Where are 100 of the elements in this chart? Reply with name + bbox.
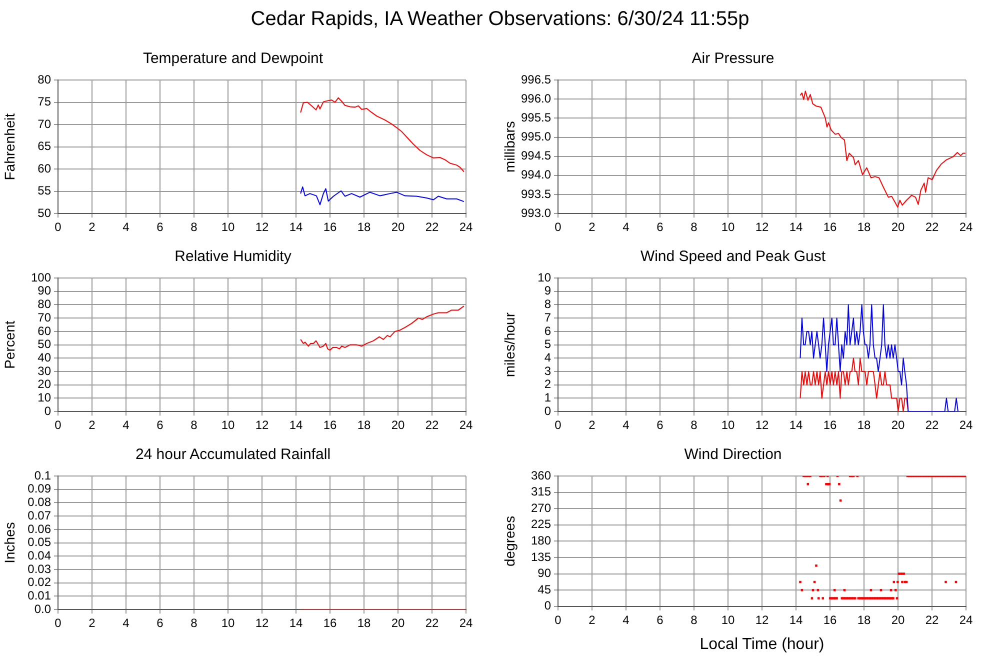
- y-tick-label: 7: [544, 310, 552, 324]
- x-tick-label: 14: [289, 220, 303, 234]
- y-tick-label: 50: [38, 337, 52, 352]
- y-tick-label: 0.01: [28, 588, 52, 603]
- x-tick-label: 12: [755, 220, 769, 234]
- x-tick-label: 4: [122, 418, 130, 432]
- x-tick-label: 4: [622, 418, 630, 432]
- y-tick-label: 30: [38, 364, 52, 378]
- x-tick-label: 24: [459, 616, 473, 630]
- y-tick-label: 6: [544, 324, 552, 338]
- x-tick-label: 24: [459, 220, 473, 234]
- x-tick-label: 20: [391, 616, 405, 630]
- x-tick-label: 14: [289, 418, 303, 432]
- x-tick-label: 20: [891, 220, 905, 234]
- x-tick-label: 4: [122, 220, 130, 234]
- x-tick-label: 20: [391, 418, 405, 432]
- x-tick-label: 6: [156, 418, 164, 432]
- y-axis-title: Percent: [1, 320, 18, 369]
- y-tick-label: 90: [538, 566, 552, 580]
- x-tick-label: 8: [690, 220, 698, 234]
- y-tick-label: 0.03: [28, 562, 52, 576]
- y-tick-label: 994.5: [520, 148, 552, 163]
- x-tick-label: 12: [255, 220, 269, 234]
- y-tick-label: 0.06: [28, 522, 52, 536]
- y-tick-label: 0.09: [28, 482, 52, 496]
- y-tick-label: 3: [544, 364, 552, 378]
- y-tick-label: 60: [38, 324, 52, 338]
- y-axis-title: millibars: [501, 121, 518, 172]
- y-tick-label: 45: [538, 582, 552, 596]
- y-tick-label: 70: [38, 310, 52, 324]
- x-tick-label: 2: [88, 616, 96, 630]
- x-tick-label: 2: [588, 220, 596, 234]
- x-tick-label: 8: [190, 418, 198, 432]
- x-tick-label: 18: [357, 418, 371, 432]
- x-tick-label: 0: [554, 220, 562, 234]
- chart-title: 24 hour Accumulated Rainfall: [135, 446, 331, 464]
- y-tick-label: 180: [530, 534, 552, 548]
- x-tick-label: 10: [221, 220, 235, 234]
- x-tick-label: 2: [88, 220, 96, 234]
- x-tick-label: 14: [789, 220, 803, 234]
- x-tick-label: 22: [925, 612, 939, 627]
- x-tick-label: 24: [959, 220, 973, 234]
- y-tick-label: 70: [38, 116, 52, 131]
- x-tick-label: 6: [156, 616, 164, 630]
- x-tick-label: 0: [54, 418, 62, 432]
- x-tick-label: 4: [122, 616, 130, 630]
- x-tick-label: 4: [622, 612, 630, 627]
- y-tick-label: 0.04: [28, 548, 52, 562]
- y-tick-label: 50: [38, 206, 52, 220]
- x-tick-label: 12: [755, 418, 769, 432]
- x-tick-label: 22: [425, 220, 439, 234]
- y-tick-label: 80: [38, 297, 52, 312]
- x-tick-label: 16: [323, 616, 337, 630]
- x-tick-label: 10: [721, 612, 735, 627]
- chart-title: Relative Humidity: [174, 248, 292, 266]
- x-tick-label: 2: [588, 612, 596, 627]
- y-tick-label: 0: [544, 598, 552, 613]
- x-tick-label: 8: [690, 418, 698, 432]
- chart-title: Air Pressure: [692, 50, 774, 68]
- x-tick-label: 16: [323, 418, 337, 432]
- y-tick-label: 993.5: [520, 186, 552, 201]
- x-tick-label: 16: [823, 220, 837, 234]
- x-tick-label: 0: [54, 220, 62, 234]
- y-tick-label: 995.0: [520, 130, 552, 144]
- y-axis-title: miles/hour: [501, 312, 518, 378]
- y-tick-label: 9: [544, 284, 552, 298]
- x-tick-label: 24: [959, 612, 973, 627]
- y-tick-label: 270: [530, 500, 552, 515]
- y-tick-label: 20: [38, 377, 52, 392]
- y-tick-label: 0.1: [34, 468, 52, 482]
- x-tick-label: 16: [823, 612, 837, 627]
- y-axis-title: degrees: [501, 516, 518, 566]
- y-tick-label: 315: [530, 484, 552, 499]
- x-tick-label: 18: [357, 220, 371, 234]
- x-tick-label: 8: [190, 220, 198, 234]
- x-tick-label: 14: [789, 418, 803, 432]
- y-tick-label: 40: [38, 350, 52, 364]
- x-tick-label: 24: [459, 418, 473, 432]
- x-tick-label: 10: [721, 418, 735, 432]
- y-tick-label: 996.0: [520, 91, 552, 106]
- x-tick-label: 14: [289, 616, 303, 630]
- y-tick-label: 100: [30, 270, 52, 284]
- y-tick-label: 4: [544, 350, 552, 364]
- y-tick-label: 0: [544, 404, 552, 418]
- x-tick-label: 0: [54, 616, 62, 630]
- x-tick-label: 0: [554, 612, 562, 627]
- chart-title: Wind Speed and Peak Gust: [640, 248, 826, 266]
- y-tick-label: 8: [544, 297, 552, 312]
- x-tick-label: 12: [755, 612, 769, 627]
- y-tick-label: 75: [38, 94, 52, 109]
- y-tick-label: 55: [38, 184, 52, 198]
- x-tick-label: 20: [891, 418, 905, 432]
- y-tick-label: 5: [544, 337, 552, 352]
- y-tick-label: 10: [38, 390, 52, 405]
- x-tick-label: 12: [255, 418, 269, 432]
- x-tick-label: 8: [190, 616, 198, 630]
- y-axis-title: Inches: [1, 522, 18, 564]
- y-tick-label: 0.0: [34, 602, 52, 616]
- x-tick-label: 18: [857, 220, 871, 234]
- y-tick-label: 996.5: [520, 72, 552, 86]
